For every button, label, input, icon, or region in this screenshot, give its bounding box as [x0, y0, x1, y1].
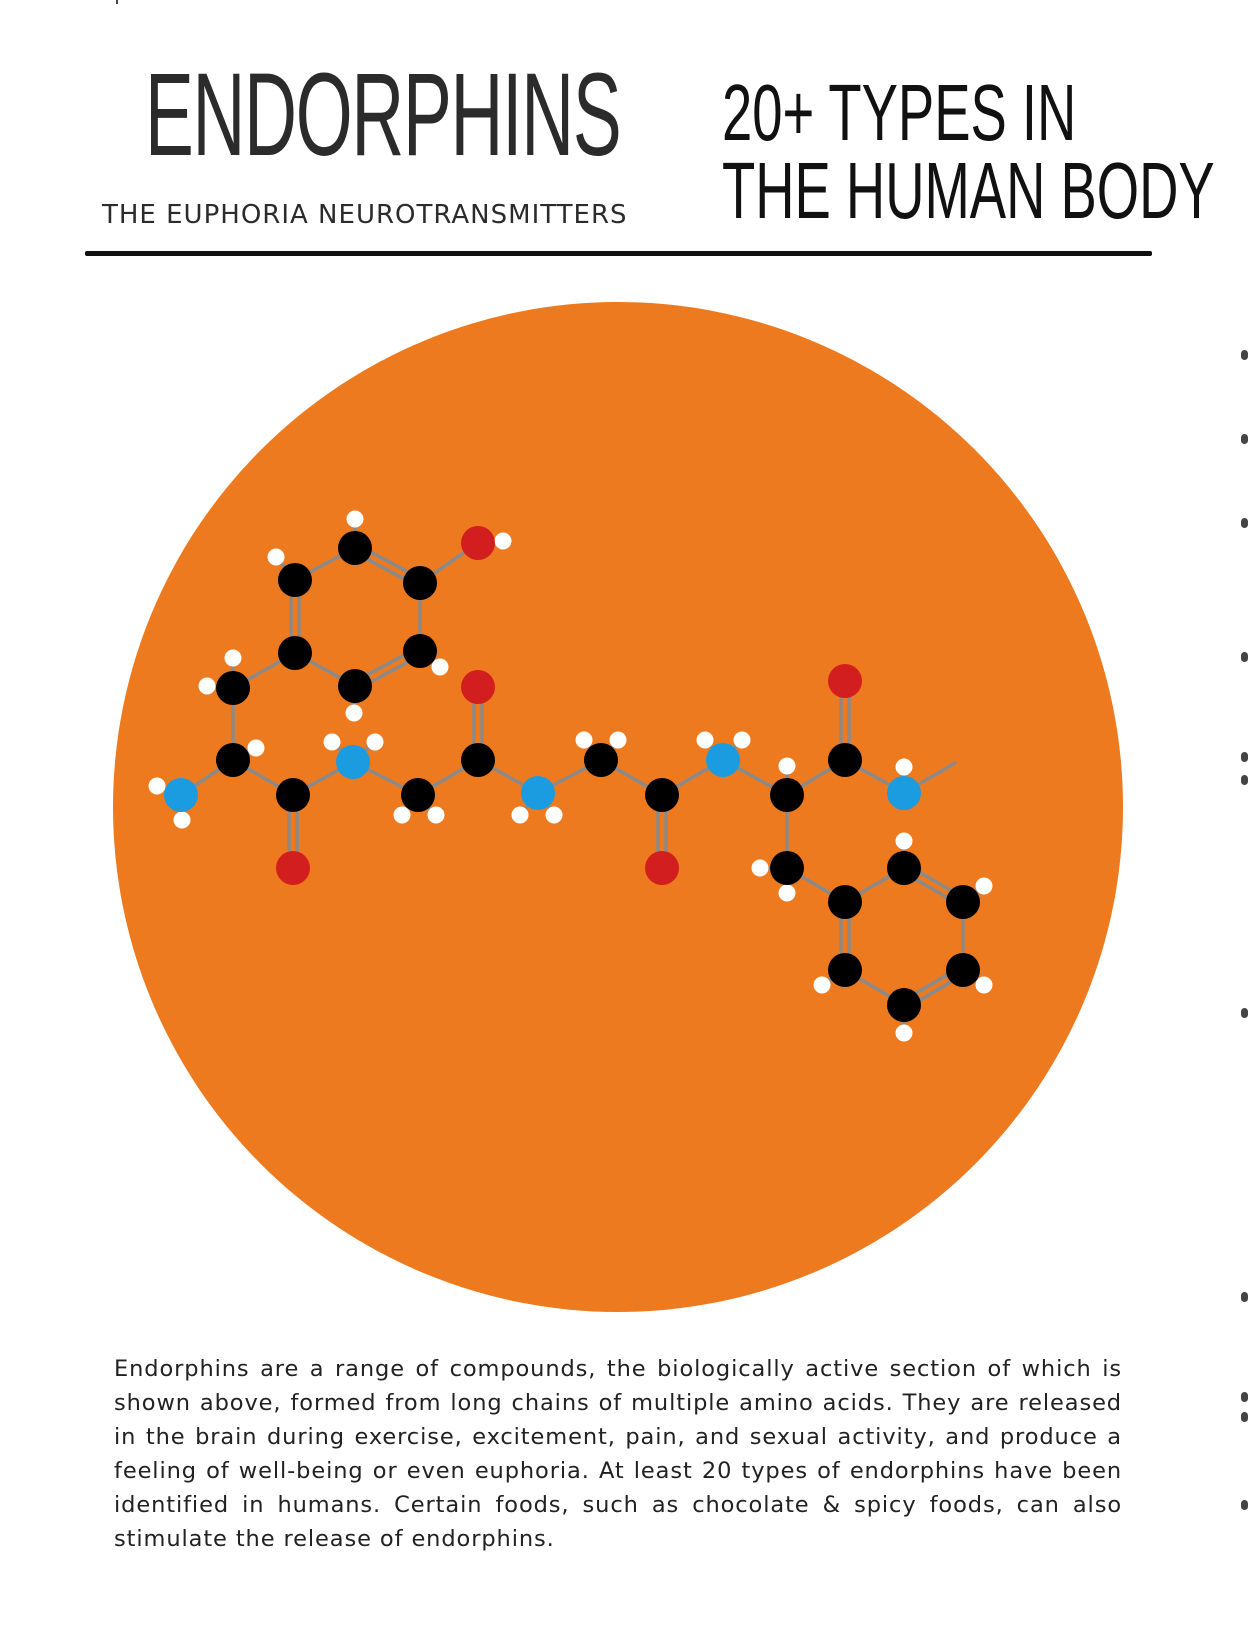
- description-paragraph: Endorphins are a range of compounds, the…: [114, 1356, 1122, 1552]
- nitrogen-atom: [164, 778, 198, 812]
- hydrogen-atom: [895, 758, 913, 776]
- carbon-atom: [828, 743, 862, 777]
- carbon-atom: [338, 531, 372, 565]
- edge-mark: [1241, 1292, 1248, 1302]
- carbon-atom: [216, 743, 250, 777]
- hydrogen-atom: [427, 806, 445, 824]
- hydrogen-atom: [346, 510, 364, 528]
- edge-mark: [1241, 1008, 1248, 1018]
- hydrogen-atom: [696, 731, 714, 749]
- carbon-atom: [828, 885, 862, 919]
- edge-mark: [1241, 434, 1248, 444]
- carbon-atom: [403, 566, 437, 600]
- carbon-atom: [401, 778, 435, 812]
- carbon-atom: [216, 671, 250, 705]
- carbon-atom: [887, 988, 921, 1022]
- edge-mark: [1241, 350, 1248, 360]
- nitrogen-atom: [521, 776, 555, 810]
- oxygen-atom: [276, 851, 310, 885]
- edge-mark: [1241, 518, 1248, 528]
- carbon-atom: [828, 953, 862, 987]
- hydrogen-atom: [224, 649, 242, 667]
- hydrogen-atom: [545, 806, 563, 824]
- edge-mark: [1241, 775, 1248, 785]
- nitrogen-atom: [336, 745, 370, 779]
- carbon-atom: [278, 563, 312, 597]
- corner-mark: [116, 0, 118, 4]
- hydrogen-atom: [609, 731, 627, 749]
- carbon-atom: [584, 743, 618, 777]
- hydrogen-atom: [778, 757, 796, 775]
- edge-mark: [1241, 652, 1248, 662]
- hydrogen-atom: [895, 832, 913, 850]
- hydrogen-atom: [198, 677, 216, 695]
- hydrogen-atom: [575, 731, 593, 749]
- edge-mark: [1241, 752, 1248, 762]
- hydrogen-atom: [345, 704, 363, 722]
- atom-layer: [148, 510, 993, 1042]
- hydrogen-atom: [975, 976, 993, 994]
- carbon-atom: [276, 778, 310, 812]
- oxygen-atom: [461, 526, 495, 560]
- carbon-atom: [278, 636, 312, 670]
- hydrogen-atom: [494, 532, 512, 550]
- page-subtitle: THE EUPHORIA NEUROTRANSMITTERS: [102, 200, 628, 230]
- carbon-atom: [887, 851, 921, 885]
- oxygen-atom: [461, 670, 495, 704]
- hydrogen-atom: [733, 731, 751, 749]
- hydrogen-atom: [148, 777, 166, 795]
- edge-mark: [1241, 1412, 1248, 1422]
- orange-circle-background: [113, 302, 1123, 1312]
- hydrogen-atom: [778, 884, 796, 902]
- nitrogen-atom: [706, 743, 740, 777]
- hydrogen-atom: [431, 658, 449, 676]
- carbon-atom: [946, 885, 980, 919]
- hydrogen-atom: [267, 548, 285, 566]
- hydrogen-atom: [366, 733, 384, 751]
- hydrogen-atom: [895, 1024, 913, 1042]
- carbon-atom: [645, 778, 679, 812]
- hydrogen-atom: [323, 733, 341, 751]
- hydrogen-atom: [511, 806, 529, 824]
- hydrogen-atom: [751, 859, 769, 877]
- hydrogen-atom: [173, 811, 191, 829]
- carbon-atom: [770, 778, 804, 812]
- hydrogen-atom: [247, 739, 265, 757]
- oxygen-atom: [828, 664, 862, 698]
- carbon-atom: [403, 634, 437, 668]
- nitrogen-atom: [887, 776, 921, 810]
- edge-mark: [1241, 1500, 1248, 1510]
- header-divider: [85, 251, 1152, 256]
- hydrogen-atom: [813, 976, 831, 994]
- carbon-atom: [770, 851, 804, 885]
- carbon-atom: [461, 743, 495, 777]
- carbon-atom: [946, 953, 980, 987]
- oxygen-atom: [645, 851, 679, 885]
- edge-mark: [1241, 1392, 1248, 1402]
- hydrogen-atom: [393, 806, 411, 824]
- hydrogen-atom: [975, 877, 993, 895]
- carbon-atom: [338, 669, 372, 703]
